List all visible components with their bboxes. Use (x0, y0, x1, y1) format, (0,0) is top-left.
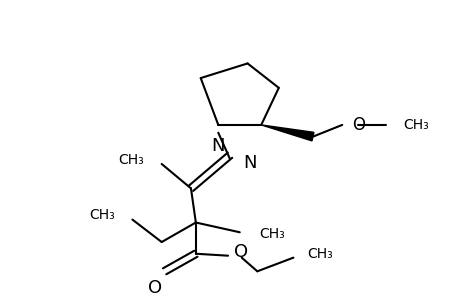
Text: O: O (147, 279, 162, 297)
Text: N: N (211, 136, 224, 154)
Text: CH₃: CH₃ (307, 247, 332, 261)
Text: CH₃: CH₃ (259, 227, 285, 241)
Text: CH₃: CH₃ (403, 118, 429, 132)
Text: CH₃: CH₃ (118, 153, 144, 167)
Text: N: N (243, 154, 257, 172)
Text: O: O (351, 116, 364, 134)
Polygon shape (261, 125, 313, 141)
Text: CH₃: CH₃ (89, 208, 115, 222)
Text: O: O (233, 243, 247, 261)
